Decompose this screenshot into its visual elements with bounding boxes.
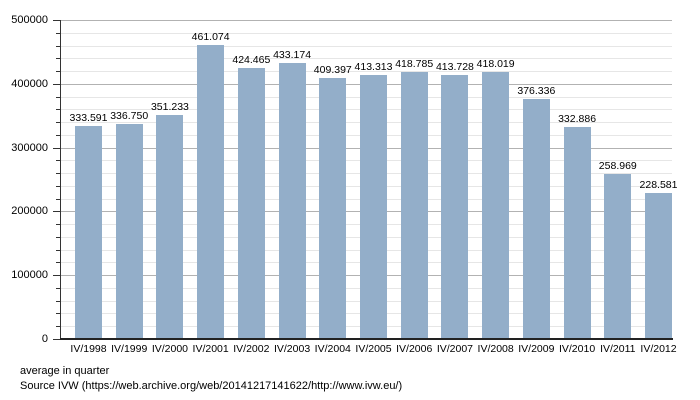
plot-area: 333.591 336.750 351.233 461.074 424.465 433.1… bbox=[60, 20, 677, 339]
bar-value-label: 228.581 bbox=[639, 179, 678, 191]
chart-note: average in quarter bbox=[20, 365, 110, 377]
y-tick-label: 200000 bbox=[11, 205, 48, 217]
minor-tick bbox=[56, 199, 60, 200]
bar-value-label: 433.174 bbox=[273, 49, 312, 61]
bar-value-label: 418.019 bbox=[476, 58, 515, 70]
bar bbox=[564, 127, 591, 339]
bar bbox=[156, 115, 183, 339]
minor-gridline bbox=[60, 46, 672, 47]
minor-tick bbox=[56, 135, 60, 136]
minor-tick bbox=[56, 109, 60, 110]
bar bbox=[75, 126, 102, 339]
x-tick-label: IV/2009 bbox=[518, 343, 555, 355]
x-tick-label: IV/2005 bbox=[355, 343, 392, 355]
x-tick-label: IV/2000 bbox=[151, 343, 189, 355]
x-tick-label: IV/2003 bbox=[273, 343, 311, 355]
minor-tick bbox=[56, 71, 60, 72]
minor-tick bbox=[56, 160, 60, 161]
bar-value-label: 409.397 bbox=[313, 64, 352, 76]
y-tick-label: 300000 bbox=[11, 142, 48, 154]
bar-value-label: 333.591 bbox=[69, 112, 108, 124]
x-tick-label: IV/2010 bbox=[558, 343, 596, 355]
y-tick-label: 400000 bbox=[11, 78, 48, 90]
bar-value-label: 336.750 bbox=[110, 110, 149, 122]
bar bbox=[645, 193, 672, 339]
x-tick-label: IV/2001 bbox=[192, 343, 229, 355]
minor-tick bbox=[56, 58, 60, 59]
minor-gridline bbox=[60, 33, 672, 34]
minor-tick bbox=[56, 186, 60, 187]
bar bbox=[401, 72, 428, 339]
major-gridline bbox=[60, 20, 672, 21]
bar bbox=[441, 75, 468, 339]
minor-tick bbox=[56, 46, 60, 47]
major-tick bbox=[53, 20, 60, 21]
x-tick-label: IV/2007 bbox=[436, 343, 474, 355]
minor-gridline bbox=[60, 58, 672, 59]
bar bbox=[197, 45, 224, 339]
bar-value-label: 413.313 bbox=[354, 61, 393, 73]
bar-value-label: 461.074 bbox=[191, 31, 230, 43]
bar bbox=[482, 72, 509, 339]
x-tick-label: IV/2002 bbox=[233, 343, 270, 355]
x-tick-label: IV/1999 bbox=[111, 343, 148, 355]
major-tick bbox=[53, 211, 60, 212]
minor-tick bbox=[56, 97, 60, 98]
x-tick-label: IV/2012 bbox=[640, 343, 677, 355]
bar bbox=[523, 99, 550, 339]
minor-tick bbox=[56, 301, 60, 302]
bar bbox=[360, 75, 387, 339]
minor-tick bbox=[56, 326, 60, 327]
x-tick-label: IV/2004 bbox=[314, 343, 351, 355]
bar-value-label: 351.233 bbox=[150, 101, 189, 113]
major-tick bbox=[53, 84, 60, 85]
bar-value-label: 418.785 bbox=[395, 58, 434, 70]
bar bbox=[604, 174, 631, 339]
x-tick-label: IV/2008 bbox=[477, 343, 514, 355]
chart-footer: average in quarter Source IVW (https://w… bbox=[20, 364, 402, 394]
chart-source: Source IVW (https://web.archive.org/web/… bbox=[20, 380, 403, 392]
minor-tick bbox=[56, 250, 60, 251]
y-tick-label: 0 bbox=[41, 333, 48, 345]
minor-tick bbox=[56, 224, 60, 225]
bar bbox=[319, 78, 346, 339]
y-axis-line bbox=[60, 20, 61, 340]
major-tick bbox=[53, 339, 60, 340]
minor-tick bbox=[56, 33, 60, 34]
x-tick-label: IV/2011 bbox=[600, 343, 636, 355]
bar-value-label: 376.336 bbox=[517, 85, 556, 97]
bar-value-label: 258.969 bbox=[598, 160, 637, 172]
minor-tick bbox=[56, 237, 60, 238]
minor-tick bbox=[56, 288, 60, 289]
bar-value-label: 332.886 bbox=[558, 113, 597, 125]
minor-tick bbox=[56, 122, 60, 123]
x-tick-label: IV/1998 bbox=[70, 343, 107, 355]
bar-value-label: 424.465 bbox=[232, 54, 271, 66]
y-tick-label: 100000 bbox=[11, 269, 48, 281]
bar bbox=[238, 68, 265, 339]
minor-tick bbox=[56, 173, 60, 174]
minor-tick bbox=[56, 262, 60, 263]
bar bbox=[279, 63, 306, 339]
x-tick-label: IV/2006 bbox=[396, 343, 433, 355]
major-tick bbox=[53, 275, 60, 276]
bar-value-label: 413.728 bbox=[435, 61, 474, 73]
x-axis-line bbox=[60, 338, 673, 340]
y-tick-label: 500000 bbox=[11, 14, 48, 26]
minor-tick bbox=[56, 313, 60, 314]
bar bbox=[116, 124, 143, 339]
minor-gridline bbox=[60, 71, 672, 72]
major-tick bbox=[53, 148, 60, 149]
